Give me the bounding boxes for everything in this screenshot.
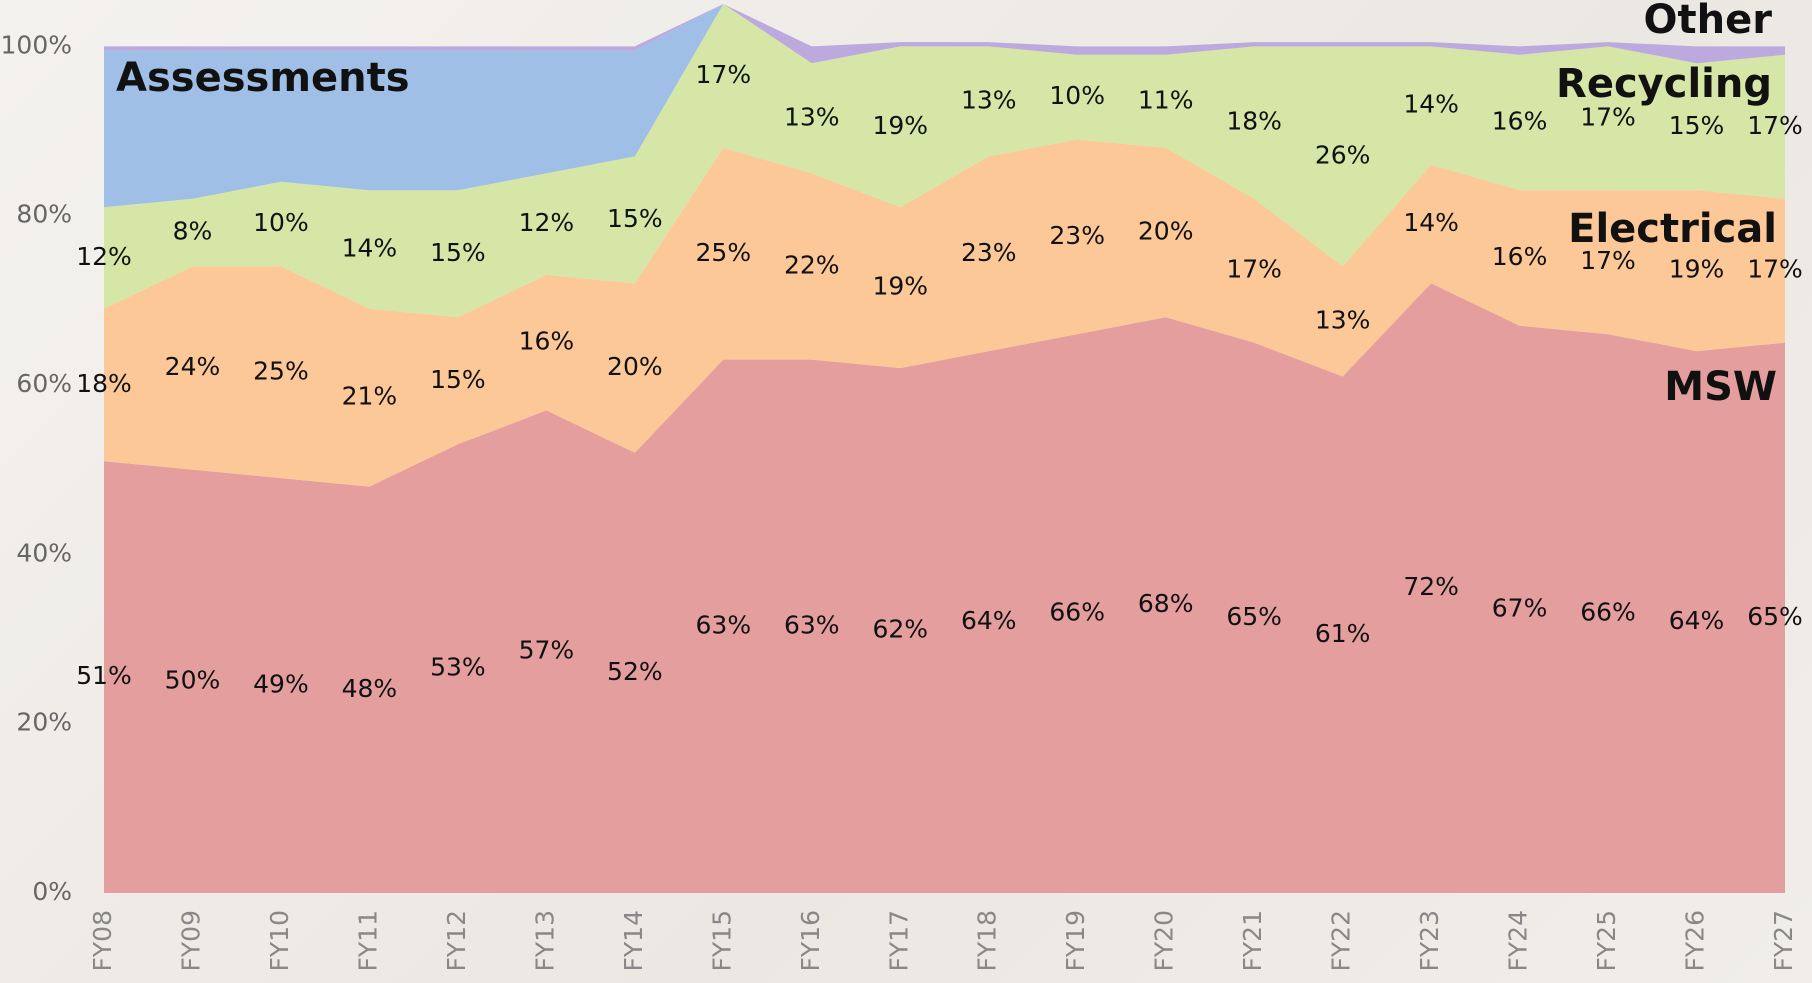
data-label: 15% xyxy=(430,365,486,394)
data-label: 25% xyxy=(696,238,752,267)
data-label: 13% xyxy=(961,85,1017,114)
data-label: 19% xyxy=(872,111,928,140)
data-label: 13% xyxy=(1315,306,1371,335)
data-label: 15% xyxy=(1669,111,1725,140)
data-label: 18% xyxy=(76,369,132,398)
area xyxy=(104,283,1785,893)
area xyxy=(104,4,1785,318)
y-tick-label: 80% xyxy=(16,200,72,229)
data-label: 68% xyxy=(1138,589,1194,618)
data-label: 51% xyxy=(76,661,132,690)
data-label: 11% xyxy=(1138,85,1194,114)
x-tick-label: FY27 xyxy=(1769,910,1798,971)
series-label: Electrical xyxy=(1568,206,1777,252)
data-label: 18% xyxy=(1226,107,1282,136)
data-label: 12% xyxy=(519,208,575,237)
data-label: 22% xyxy=(784,250,840,279)
data-label: 10% xyxy=(253,208,309,237)
data-label: 26% xyxy=(1315,140,1371,169)
data-label: 72% xyxy=(1403,572,1459,601)
series-label: Other xyxy=(1644,0,1773,43)
x-tick-label: FY25 xyxy=(1592,910,1621,971)
x-tick-label: FY09 xyxy=(176,910,205,971)
data-label: 50% xyxy=(165,665,221,694)
y-tick-label: 40% xyxy=(16,538,72,567)
data-label: 49% xyxy=(253,670,309,699)
data-label: 15% xyxy=(430,238,486,267)
data-label: 16% xyxy=(519,327,575,356)
data-label: 64% xyxy=(1669,606,1725,635)
data-label: 52% xyxy=(607,657,663,686)
data-label: 14% xyxy=(342,234,398,263)
x-tick-label: FY17 xyxy=(884,910,913,971)
data-label: 12% xyxy=(76,242,132,271)
data-label: 8% xyxy=(173,217,213,246)
data-label: 65% xyxy=(1747,602,1803,631)
data-label: 14% xyxy=(1403,208,1459,237)
y-tick-label: 20% xyxy=(16,708,72,737)
x-tick-label: FY11 xyxy=(353,910,382,971)
x-tick-label: FY16 xyxy=(796,910,825,971)
data-label: 17% xyxy=(1747,111,1803,140)
data-label: 17% xyxy=(1747,255,1803,284)
data-label: 23% xyxy=(961,238,1017,267)
x-tick-label: FY08 xyxy=(88,910,117,971)
area xyxy=(104,4,1785,64)
data-label: 17% xyxy=(1580,246,1636,275)
data-label: 19% xyxy=(1669,255,1725,284)
data-label: 17% xyxy=(1580,102,1636,131)
data-label: 15% xyxy=(607,204,663,233)
data-label: 63% xyxy=(784,610,840,639)
data-label: 66% xyxy=(1049,598,1105,627)
data-label: 13% xyxy=(784,102,840,131)
data-label: 65% xyxy=(1226,602,1282,631)
series-label: MSW xyxy=(1664,364,1777,410)
data-label: 61% xyxy=(1315,619,1371,648)
data-label: 14% xyxy=(1403,90,1459,119)
data-label: 48% xyxy=(342,674,398,703)
x-tick-label: FY24 xyxy=(1504,910,1533,971)
data-label: 53% xyxy=(430,653,486,682)
x-tick-label: FY12 xyxy=(442,910,471,971)
data-label: 17% xyxy=(696,60,752,89)
data-label: 10% xyxy=(1049,81,1105,110)
y-tick-label: 100% xyxy=(1,30,72,59)
data-label: 20% xyxy=(607,352,663,381)
area xyxy=(104,4,1785,208)
series-label: Recycling xyxy=(1556,61,1772,107)
data-label: 67% xyxy=(1492,593,1548,622)
x-tick-label: FY21 xyxy=(1238,910,1267,971)
data-label: 20% xyxy=(1138,217,1194,246)
data-label: 23% xyxy=(1049,221,1105,250)
x-tick-label: FY23 xyxy=(1415,910,1444,971)
data-label: 24% xyxy=(165,352,221,381)
data-label: 66% xyxy=(1580,598,1636,627)
x-tick-label: FY13 xyxy=(530,910,559,971)
data-label: 62% xyxy=(872,615,928,644)
x-tick-label: FY19 xyxy=(1061,910,1090,971)
data-label: 17% xyxy=(1226,255,1282,284)
data-label: 57% xyxy=(519,636,575,665)
x-tick-label: FY20 xyxy=(1150,910,1179,971)
data-label: 16% xyxy=(1492,242,1548,271)
x-tick-label: FY10 xyxy=(265,910,294,971)
y-tick-label: 0% xyxy=(32,877,72,906)
x-tick-label: FY22 xyxy=(1327,910,1356,971)
data-label: 25% xyxy=(253,356,309,385)
x-tick-label: FY26 xyxy=(1681,910,1710,971)
area xyxy=(104,139,1785,487)
data-label: 63% xyxy=(696,610,752,639)
x-tick-label: FY18 xyxy=(973,910,1002,971)
x-tick-label: FY14 xyxy=(619,910,648,971)
series-label: Assessments xyxy=(116,55,410,101)
data-label: 16% xyxy=(1492,107,1548,136)
data-label: 21% xyxy=(342,382,398,411)
data-label: 19% xyxy=(872,272,928,301)
x-tick-label: FY15 xyxy=(707,910,736,971)
y-tick-label: 60% xyxy=(16,369,72,398)
data-label: 64% xyxy=(961,606,1017,635)
